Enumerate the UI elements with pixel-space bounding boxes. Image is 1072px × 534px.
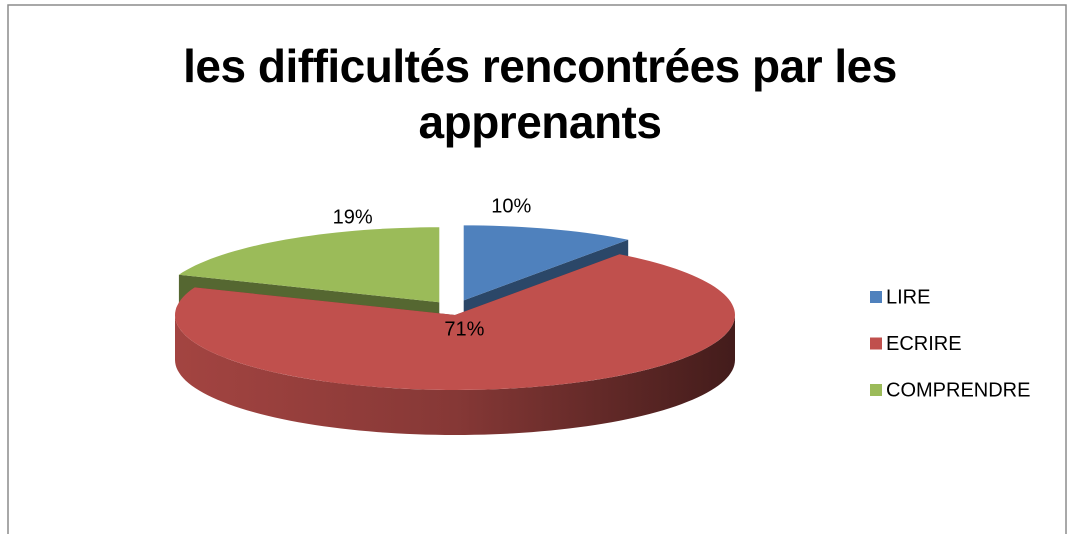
chart-title: les difficultés rencontrées par les appr… (183, 40, 897, 148)
legend-label: LIRE (886, 286, 930, 308)
legend-label: COMPRENDRE (886, 379, 1030, 401)
slice (175, 254, 735, 390)
data-label: 10% (491, 195, 531, 217)
legend-swatch (870, 384, 882, 396)
data-label: 19% (333, 207, 373, 229)
legend-swatch (870, 291, 882, 303)
legend-label: ECRIRE (886, 333, 962, 355)
legend-swatch (870, 337, 882, 350)
slice-side (175, 315, 735, 435)
frame (7, 4, 1067, 534)
slice (178, 227, 440, 303)
slice (463, 225, 629, 301)
data-label: 71% (444, 318, 484, 340)
